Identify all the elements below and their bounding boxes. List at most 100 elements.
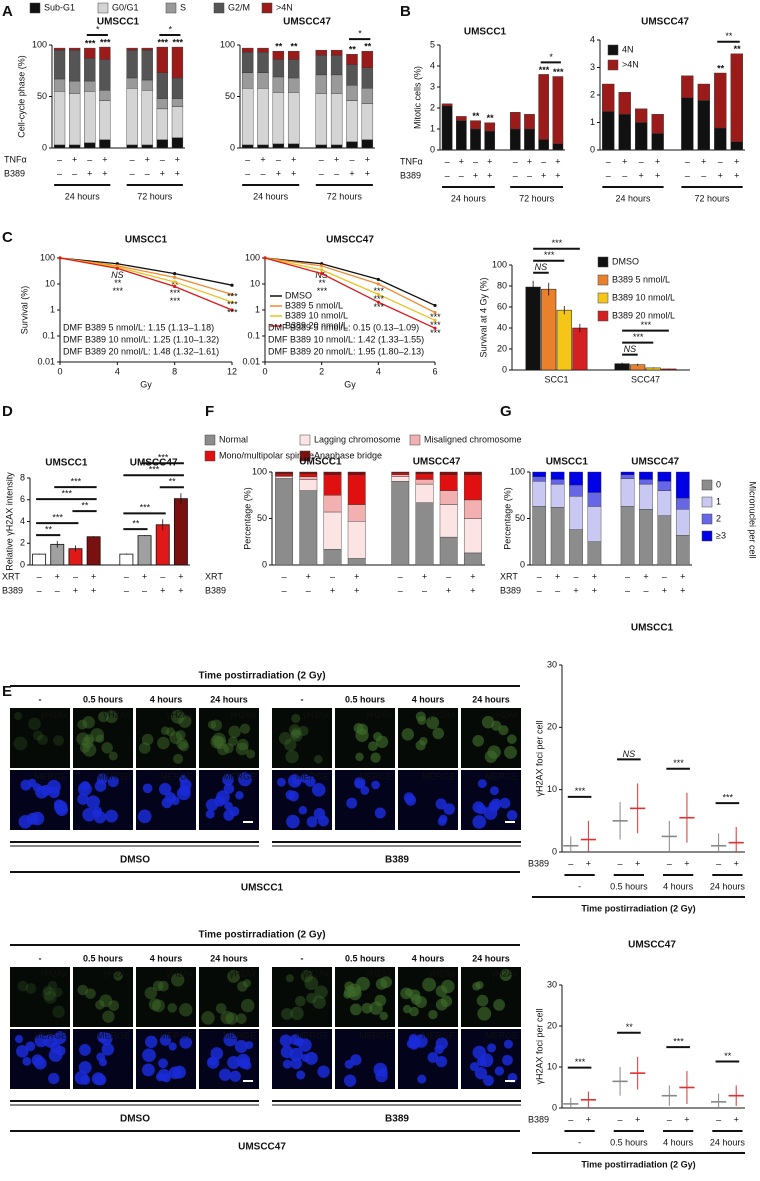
cell-nucleus bbox=[172, 1065, 186, 1079]
condition-label: + bbox=[260, 154, 265, 164]
legend-label: B389 5 nmol/L bbox=[285, 300, 343, 310]
cell-nucleus bbox=[113, 971, 123, 981]
channel-label: γH2Ax bbox=[103, 968, 130, 978]
bar-segment bbox=[99, 59, 111, 91]
bar-segment bbox=[463, 499, 482, 519]
condition-label: + bbox=[718, 170, 723, 180]
legend-swatch bbox=[597, 310, 609, 322]
condition-label: – bbox=[130, 168, 135, 178]
cell-nucleus bbox=[405, 794, 417, 806]
cell-nucleus bbox=[476, 994, 489, 1007]
significance-label: *** bbox=[430, 328, 441, 338]
bar bbox=[572, 327, 588, 371]
condition-label: – bbox=[142, 585, 147, 595]
y-tick-label: 10 bbox=[45, 278, 55, 288]
y-tick-label: 0 bbox=[552, 1102, 557, 1112]
legend-swatch bbox=[204, 434, 216, 446]
y-tick-label: 3 bbox=[430, 81, 435, 91]
cell-nucleus bbox=[375, 735, 389, 749]
condition-label: – bbox=[330, 571, 335, 581]
survival-curve bbox=[59, 257, 233, 311]
data-point bbox=[320, 264, 324, 268]
significance-label: *** bbox=[227, 308, 238, 318]
channel-label: γH2Ax bbox=[229, 709, 256, 719]
condition-label: – bbox=[73, 571, 78, 581]
cell-nucleus bbox=[213, 736, 227, 750]
cell-nucleus bbox=[101, 742, 113, 754]
cell-nucleus bbox=[318, 815, 329, 827]
bar-segment bbox=[171, 77, 184, 99]
bar-segment bbox=[257, 144, 269, 149]
treatment-label: DMSO bbox=[120, 1114, 150, 1125]
cell-nucleus bbox=[290, 730, 303, 742]
channel-label: MERGE bbox=[422, 1030, 455, 1040]
y-axis-label: Relative γH2AX intensity bbox=[4, 472, 14, 571]
legend-swatch bbox=[701, 530, 713, 542]
group-label: 0.5 hours bbox=[610, 1137, 648, 1147]
cell-nucleus bbox=[171, 973, 185, 987]
bar-segment bbox=[126, 49, 138, 79]
condition-label: – bbox=[422, 585, 427, 595]
condition-label: + bbox=[446, 585, 451, 595]
bar-segment bbox=[287, 59, 300, 79]
bar-segment bbox=[463, 474, 482, 501]
bar-segment bbox=[552, 76, 564, 144]
cell-nucleus bbox=[222, 774, 234, 786]
bar-segment bbox=[84, 47, 96, 59]
condition-label: + bbox=[178, 585, 183, 595]
row-label: TNFα bbox=[4, 154, 27, 164]
bar-segment bbox=[538, 139, 550, 151]
significance-label: *** bbox=[139, 503, 150, 513]
legend-label: G0/G1 bbox=[112, 2, 139, 12]
data-point bbox=[320, 268, 324, 272]
condition-label: + bbox=[635, 858, 640, 868]
bar-segment bbox=[272, 76, 285, 93]
bar-segment bbox=[657, 481, 672, 491]
cell-nucleus bbox=[214, 795, 226, 807]
bar-segment bbox=[391, 471, 410, 474]
condition-label: + bbox=[73, 585, 78, 595]
condition-label: – bbox=[625, 585, 630, 595]
bar-segment bbox=[455, 120, 467, 151]
image-title: Time postirradiation (2 Gy) bbox=[198, 930, 325, 941]
cell-nucleus bbox=[175, 730, 186, 740]
cell-nucleus bbox=[208, 1056, 218, 1066]
condition-label: + bbox=[178, 571, 183, 581]
significance-label: *** bbox=[70, 476, 81, 486]
cell-nucleus bbox=[278, 731, 292, 745]
cell-nucleus bbox=[276, 777, 286, 787]
column-label: 4 hours bbox=[150, 953, 183, 963]
legend-swatch bbox=[597, 274, 609, 286]
x-tick-label: 4 bbox=[115, 366, 120, 376]
cell-nucleus bbox=[238, 772, 252, 787]
cell-nucleus bbox=[286, 814, 300, 829]
significance-label: ** bbox=[168, 477, 176, 487]
data-point bbox=[376, 300, 380, 304]
cell-nucleus bbox=[47, 980, 58, 991]
cell-nucleus bbox=[426, 716, 440, 730]
cell-nucleus bbox=[220, 1010, 234, 1025]
y-tick-label: 6 bbox=[20, 494, 25, 504]
legend-swatch bbox=[701, 496, 713, 508]
condition-label: – bbox=[639, 156, 644, 166]
x-axis-label: Gy bbox=[140, 379, 152, 389]
channel-label: MERGE bbox=[359, 771, 392, 781]
bar-segment bbox=[441, 103, 453, 107]
data-point bbox=[433, 326, 437, 330]
bar-segment bbox=[69, 47, 81, 51]
cell-nucleus bbox=[173, 753, 184, 764]
column-label: 24 hours bbox=[210, 953, 248, 963]
bar-segment bbox=[675, 509, 690, 536]
bar-segment bbox=[171, 137, 184, 149]
channel-label: γH2Ax bbox=[302, 709, 329, 719]
cell-nucleus bbox=[215, 1003, 227, 1014]
y-tick-label: 0 bbox=[430, 144, 435, 154]
cell-nucleus bbox=[487, 1043, 497, 1053]
bar-segment bbox=[299, 479, 318, 491]
y-tick-label: 4 bbox=[590, 34, 595, 44]
bar-segment bbox=[69, 80, 81, 94]
cell-nucleus bbox=[99, 994, 113, 1008]
condition-label: – bbox=[398, 585, 403, 595]
cell-nucleus bbox=[296, 1070, 306, 1080]
bar-segment bbox=[635, 122, 648, 151]
